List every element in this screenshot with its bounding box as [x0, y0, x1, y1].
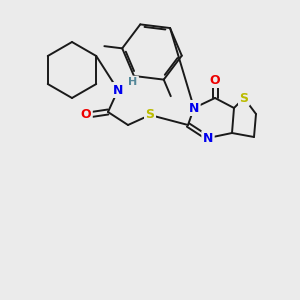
Text: O: O [210, 74, 220, 86]
Text: N: N [203, 131, 213, 145]
Text: S: S [239, 92, 248, 104]
Text: O: O [81, 109, 91, 122]
Text: H: H [128, 77, 138, 87]
Text: S: S [146, 109, 154, 122]
Text: N: N [189, 101, 199, 115]
Text: N: N [113, 83, 123, 97]
